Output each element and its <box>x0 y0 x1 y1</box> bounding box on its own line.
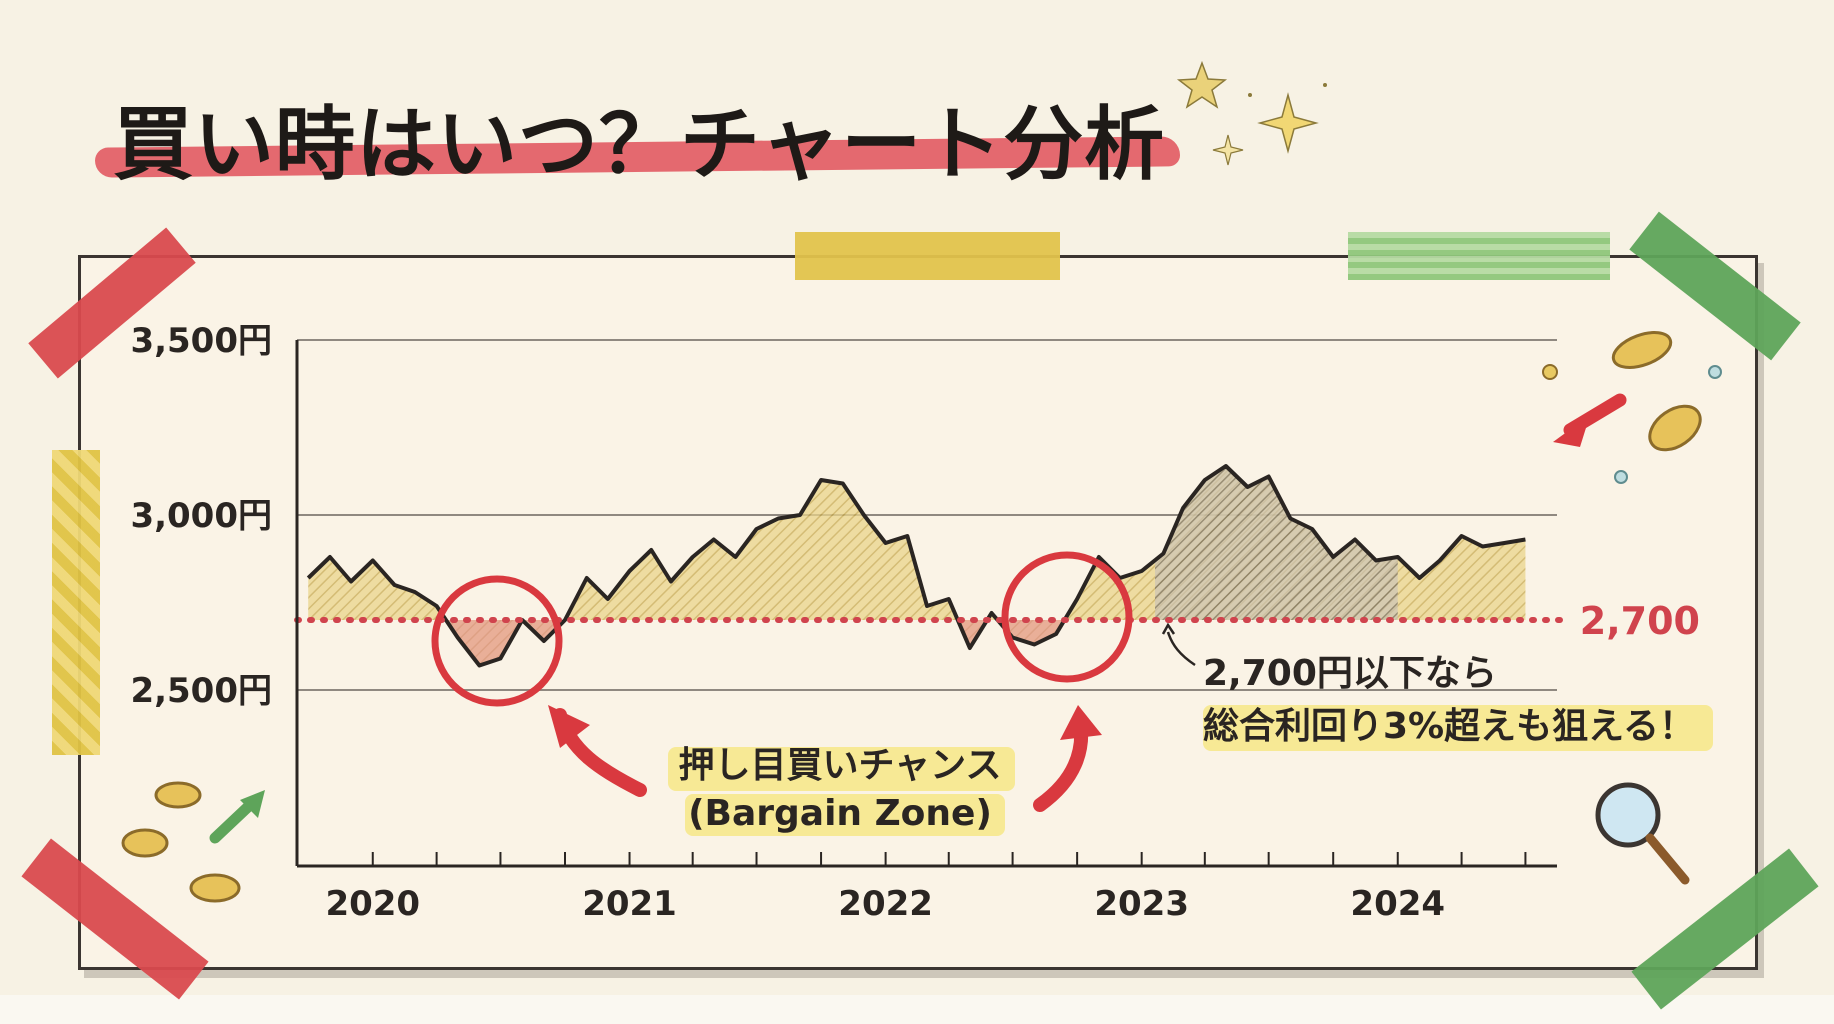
tape-top-center <box>795 232 1060 280</box>
callout-highlight-2 <box>685 794 1005 836</box>
y-tick-label: 3,000円 <box>130 496 272 536</box>
arrow-right-head-icon <box>1060 705 1102 740</box>
y-tick-label: 3,500円 <box>130 321 272 361</box>
x-tick-label: 2022 <box>838 884 933 924</box>
page-title: 買い時はいつ？チャート分析 <box>113 98 1166 191</box>
bottom-strip <box>0 995 1834 1024</box>
bargain-circle-2022 <box>1001 551 1133 683</box>
sparkle-small-icon <box>1212 134 1244 166</box>
arrow-left-head-icon <box>548 705 590 748</box>
note-highlight <box>1203 705 1713 751</box>
price-line <box>306 464 1526 668</box>
note-arrow-head-icon <box>1161 622 1176 635</box>
down-arrow-head-icon <box>1553 415 1590 447</box>
x-tick-label: 2020 <box>325 884 420 924</box>
x-tick-label: 2023 <box>1094 884 1189 924</box>
sparkle-group-icon <box>1176 60 1327 166</box>
coin-icon <box>1648 404 1702 452</box>
threshold-label: 2,700 <box>1580 599 1700 643</box>
magnifier-handle <box>1645 833 1690 885</box>
sparkle-icon <box>1257 92 1319 154</box>
tape-left <box>52 450 100 755</box>
yield-note-line2: 総合利回り3%超えも狙える！ <box>1203 706 1695 747</box>
bargain-zone-label: 押し目買いチャンス <box>679 745 1002 786</box>
star-icon <box>1176 60 1228 109</box>
dot-icon <box>1708 365 1722 379</box>
bargain-circle-2020 <box>431 575 563 707</box>
coin-icon <box>121 828 169 858</box>
note-arrow <box>1166 631 1196 667</box>
bargain-zone-sublabel: (Bargain Zone) <box>688 793 992 834</box>
y-tick-label: 2,500円 <box>130 671 272 711</box>
coin-icon <box>154 781 202 809</box>
callout-highlight-1 <box>668 747 1015 791</box>
x-tick-label: 2021 <box>582 884 677 924</box>
title-block: 買い時はいつ？チャート分析 <box>94 80 1195 191</box>
yield-note-line1: 2,700円以下なら <box>1203 653 1497 694</box>
coin-icon <box>1611 331 1673 369</box>
magnifier-icon <box>1595 782 1661 848</box>
up-arrow-head-icon <box>240 790 265 818</box>
coin-icon <box>189 873 241 903</box>
area-fill-dark <box>1155 466 1398 620</box>
up-arrow-shaft <box>209 799 256 844</box>
dot-icon <box>1614 470 1628 484</box>
x-tick-label: 2024 <box>1350 884 1445 924</box>
dot-icon <box>1542 364 1558 380</box>
tape-top-right-plaid <box>1348 232 1610 280</box>
